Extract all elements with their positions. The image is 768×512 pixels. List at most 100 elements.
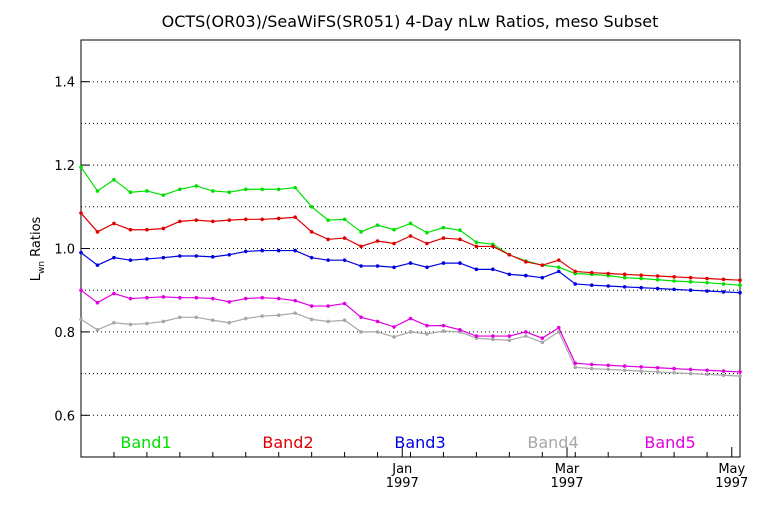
data-point-band2: [589, 270, 594, 275]
data-point-band2: [211, 219, 215, 224]
data-point-band3: [145, 257, 149, 261]
data-point-band5: [458, 328, 462, 332]
data-point-band4: [293, 311, 297, 315]
data-point-band5: [243, 296, 248, 301]
data-point-band4: [276, 313, 281, 318]
data-point-band2: [721, 277, 726, 282]
data-point-band4: [655, 370, 660, 374]
y-tick-label: 0.8: [54, 326, 75, 341]
data-point-band2: [573, 269, 578, 274]
data-point-band4: [606, 367, 610, 372]
data-point-band5: [194, 295, 199, 300]
data-point-band1: [655, 277, 660, 282]
data-point-band3: [243, 249, 248, 254]
data-point-band5: [79, 288, 83, 293]
data-point-band4: [507, 338, 512, 343]
data-point-band3: [540, 275, 545, 280]
data-point-band1: [441, 225, 446, 230]
legend-item-band2: Band2: [262, 433, 313, 452]
data-point-band5: [688, 367, 693, 372]
data-point-band1: [128, 190, 133, 195]
data-point-band2: [79, 211, 83, 215]
data-point-band3: [491, 267, 495, 272]
data-point-band2: [375, 239, 380, 243]
y-axis-title-sub: wn: [37, 261, 47, 274]
data-point-band4: [326, 319, 330, 324]
data-point-band3: [441, 261, 446, 265]
data-point-band4: [721, 373, 726, 378]
data-point-band1: [161, 193, 166, 197]
data-point-band3: [705, 289, 709, 293]
data-point-band3: [194, 254, 199, 258]
data-point-band2: [276, 216, 281, 221]
data-point-band2: [425, 241, 429, 246]
data-point-band1: [392, 227, 396, 232]
data-point-band1: [458, 228, 462, 232]
data-point-band2: [408, 234, 413, 238]
data-point-band5: [540, 336, 545, 340]
data-point-band1: [639, 276, 643, 281]
data-point-band5: [375, 319, 380, 324]
data-point-band4: [145, 321, 149, 326]
data-point-band3: [622, 285, 627, 289]
data-point-band3: [589, 283, 594, 287]
legend-item-band1: Band1: [120, 433, 171, 452]
data-point-band3: [326, 258, 330, 262]
data-point-band5: [672, 366, 676, 371]
data-point-band4: [375, 330, 380, 334]
y-axis-title-rest: Ratios: [29, 216, 44, 261]
data-point-band5: [721, 369, 726, 373]
data-point-band5: [342, 301, 347, 306]
y-tick-label: 1.2: [54, 159, 75, 174]
data-point-band1: [79, 165, 83, 169]
data-point-band3: [688, 288, 693, 293]
data-point-band5: [425, 323, 429, 328]
data-point-band4: [194, 315, 199, 320]
data-point-band2: [309, 230, 314, 234]
data-point-band4: [112, 320, 116, 325]
data-point-band4: [491, 337, 495, 342]
data-point-band1: [375, 223, 380, 227]
data-point-band3: [507, 272, 512, 277]
data-point-band5: [441, 323, 446, 328]
data-point-band2: [639, 273, 643, 277]
legend: Band1 Band2 Band3 Band4 Band5: [120, 433, 695, 452]
data-point-band5: [655, 365, 660, 370]
data-point-band5: [738, 370, 742, 374]
data-point-band5: [408, 316, 413, 321]
x-tick-year: 1997: [715, 476, 748, 491]
data-point-band1: [112, 177, 116, 182]
chart-title: OCTS(OR03)/SeaWiFS(SR051) 4-Day nLw Rati…: [162, 12, 659, 31]
data-point-band2: [178, 219, 182, 224]
data-point-band1: [342, 217, 347, 222]
data-point-band5: [573, 361, 578, 365]
data-point-band1: [276, 187, 281, 192]
data-point-band3: [738, 290, 742, 295]
legend-item-band5: Band5: [644, 433, 695, 452]
data-point-band1: [721, 282, 726, 286]
data-point-band5: [128, 296, 133, 301]
data-point-band2: [441, 236, 446, 240]
data-point-band1: [293, 185, 297, 190]
y-tick-label: 0.6: [54, 409, 75, 424]
data-point-band3: [276, 248, 281, 253]
data-point-band4: [688, 371, 693, 376]
data-point-band4: [540, 340, 545, 345]
data-point-band5: [705, 368, 709, 373]
data-point-band4: [672, 370, 676, 375]
data-point-band4: [524, 334, 528, 338]
data-point-band3: [293, 248, 297, 253]
data-point-band5: [260, 295, 265, 300]
data-point-band5: [507, 334, 512, 338]
data-point-band3: [309, 255, 314, 260]
data-point-band5: [474, 334, 479, 338]
data-point-band3: [408, 261, 413, 265]
data-point-band3: [211, 255, 215, 259]
data-point-band3: [474, 267, 479, 272]
data-point-band2: [342, 236, 347, 240]
data-point-band1: [145, 189, 149, 193]
data-point-band2: [556, 258, 561, 262]
data-point-band3: [573, 282, 578, 286]
x-tick-month: Jan: [391, 462, 412, 477]
data-point-band5: [95, 300, 100, 305]
